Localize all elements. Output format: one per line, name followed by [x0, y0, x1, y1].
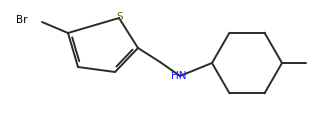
- Text: HN: HN: [171, 71, 187, 81]
- Text: S: S: [117, 12, 123, 22]
- Text: Br: Br: [16, 15, 28, 25]
